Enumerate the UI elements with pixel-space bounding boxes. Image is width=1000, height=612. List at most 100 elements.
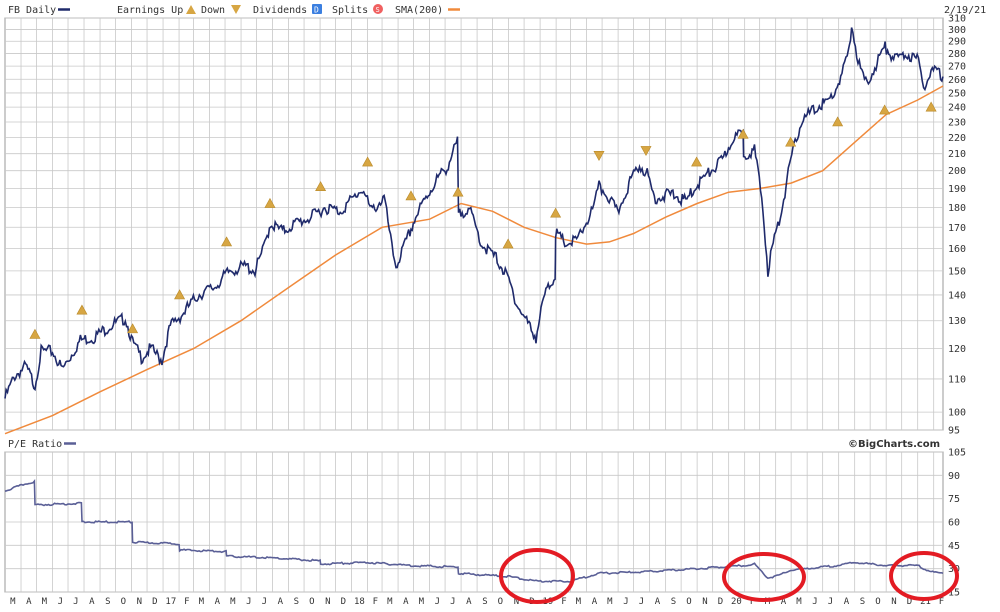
month-label: N bbox=[702, 597, 707, 607]
month-label: F bbox=[750, 597, 755, 607]
earnings-up-marker bbox=[221, 236, 233, 247]
price-y-tick-label: 140 bbox=[948, 290, 966, 301]
price-y-tick-label: 110 bbox=[948, 374, 966, 385]
pe-title: P/E Ratio bbox=[8, 439, 62, 450]
month-label: O bbox=[498, 597, 503, 607]
month-label: M bbox=[10, 597, 16, 607]
annotation-circle-2018-lows bbox=[499, 548, 575, 604]
earnings-up-marker bbox=[315, 181, 327, 192]
price-y-tick-label: 150 bbox=[948, 266, 966, 277]
month-label: A bbox=[403, 597, 409, 607]
month-label: A bbox=[466, 597, 472, 607]
month-label: F bbox=[184, 597, 189, 607]
month-label: D bbox=[718, 597, 723, 607]
earnings-up-marker bbox=[502, 238, 514, 249]
month-label: 20 bbox=[731, 597, 742, 607]
chart-header: FB Daily Earnings Up Down Dividends D Sp… bbox=[8, 4, 986, 16]
pe-y-tick-label: 105 bbox=[948, 448, 966, 459]
month-label: F bbox=[373, 597, 378, 607]
price-panel: 95 100 110 120 130 140 150 160 170 180 190 200 210 22… bbox=[4, 14, 966, 437]
month-label: N bbox=[137, 597, 142, 607]
date-label: 2/19/21 bbox=[944, 5, 986, 16]
price-y-tick-label: 230 bbox=[948, 117, 966, 128]
earnings-up-marker bbox=[925, 101, 937, 112]
month-label: M bbox=[230, 597, 236, 607]
earnings-up-marker bbox=[785, 136, 797, 147]
price-y-tick-label: 200 bbox=[948, 166, 966, 177]
month-label: S bbox=[294, 597, 299, 607]
earnings-up-marker bbox=[832, 116, 844, 127]
month-label: A bbox=[655, 597, 661, 607]
pe-y-tick-label: 45 bbox=[948, 541, 960, 552]
dividends-icon bbox=[312, 4, 322, 14]
pe-grid bbox=[5, 451, 943, 593]
price-y-tick-label: 260 bbox=[948, 75, 966, 86]
earnings-down-marker bbox=[593, 151, 605, 161]
earnings-markers bbox=[29, 101, 937, 339]
month-label: D bbox=[907, 597, 912, 607]
earnings-up-marker bbox=[405, 190, 417, 201]
down-label: Down bbox=[201, 5, 225, 16]
month-label: S bbox=[105, 597, 110, 607]
price-y-tick-label: 290 bbox=[948, 37, 966, 48]
month-label: A bbox=[89, 597, 95, 607]
price-y-tick-label: 120 bbox=[948, 344, 966, 355]
price-y-axis: 95 100 110 120 130 140 150 160 170 180 190 200 210 22… bbox=[948, 14, 966, 437]
earnings-up-marker bbox=[127, 323, 139, 334]
price-y-tick-label: 240 bbox=[948, 103, 966, 114]
earnings-up-marker bbox=[362, 156, 374, 167]
month-label: 18 bbox=[354, 597, 365, 607]
month-label: M bbox=[765, 597, 771, 607]
month-label: 21 bbox=[920, 597, 931, 607]
dividends-label: Dividends bbox=[253, 5, 307, 16]
month-label: A bbox=[278, 597, 284, 607]
earnings-up-marker bbox=[29, 328, 41, 339]
price-y-tick-label: 160 bbox=[948, 244, 966, 255]
price-plot-area bbox=[4, 17, 944, 431]
earnings-up-marker bbox=[174, 289, 186, 300]
price-y-tick-label: 280 bbox=[948, 49, 966, 60]
month-label: J bbox=[435, 597, 440, 607]
month-label: A bbox=[215, 597, 221, 607]
month-label: D bbox=[152, 597, 157, 607]
price-y-tick-label: 310 bbox=[948, 14, 966, 25]
month-label: J bbox=[73, 597, 78, 607]
symbol-label: FB Daily bbox=[8, 5, 56, 16]
x-axis-month-labels: M A M J J A S O N D 17 F M A M J J A S O N D 18 F M A M J J A S O N D 19 F M… bbox=[10, 597, 944, 607]
price-y-tick-label: 300 bbox=[948, 25, 966, 36]
month-label: S bbox=[860, 597, 865, 607]
month-label: F bbox=[561, 597, 566, 607]
month-label: 17 bbox=[165, 597, 176, 607]
month-label: O bbox=[121, 597, 126, 607]
earnings-up-icon bbox=[186, 5, 196, 14]
month-label: O bbox=[309, 597, 314, 607]
month-label: A bbox=[592, 597, 598, 607]
month-label: M bbox=[607, 597, 613, 607]
splits-icon-letter: S bbox=[376, 6, 380, 14]
splits-label: Splits bbox=[332, 5, 368, 16]
earnings-up-marker bbox=[550, 207, 562, 218]
price-y-tick-label: 210 bbox=[948, 149, 966, 160]
month-label: J bbox=[812, 597, 817, 607]
annotation-circle-2020-dip bbox=[722, 552, 806, 602]
earnings-up-marker bbox=[76, 304, 88, 315]
brand-label: ©BigCharts.com bbox=[848, 439, 940, 450]
earnings-up-marker bbox=[691, 156, 703, 167]
month-label: N bbox=[325, 597, 330, 607]
month-label: M bbox=[42, 597, 48, 607]
month-label: O bbox=[875, 597, 880, 607]
sma-label: SMA(200) bbox=[395, 5, 443, 16]
dividends-icon-letter: D bbox=[314, 6, 319, 15]
month-label: M bbox=[387, 597, 393, 607]
earnings-up-marker bbox=[264, 197, 276, 208]
month-label: J bbox=[623, 597, 628, 607]
month-label: J bbox=[262, 597, 267, 607]
price-y-tick-label: 95 bbox=[948, 426, 960, 437]
price-y-tick-label: 170 bbox=[948, 223, 966, 234]
month-label: M bbox=[419, 597, 425, 607]
month-label: A bbox=[781, 597, 787, 607]
price-grid bbox=[5, 17, 943, 431]
earnings-down-marker bbox=[640, 146, 652, 156]
month-label: J bbox=[828, 597, 833, 607]
month-label: J bbox=[246, 597, 251, 607]
